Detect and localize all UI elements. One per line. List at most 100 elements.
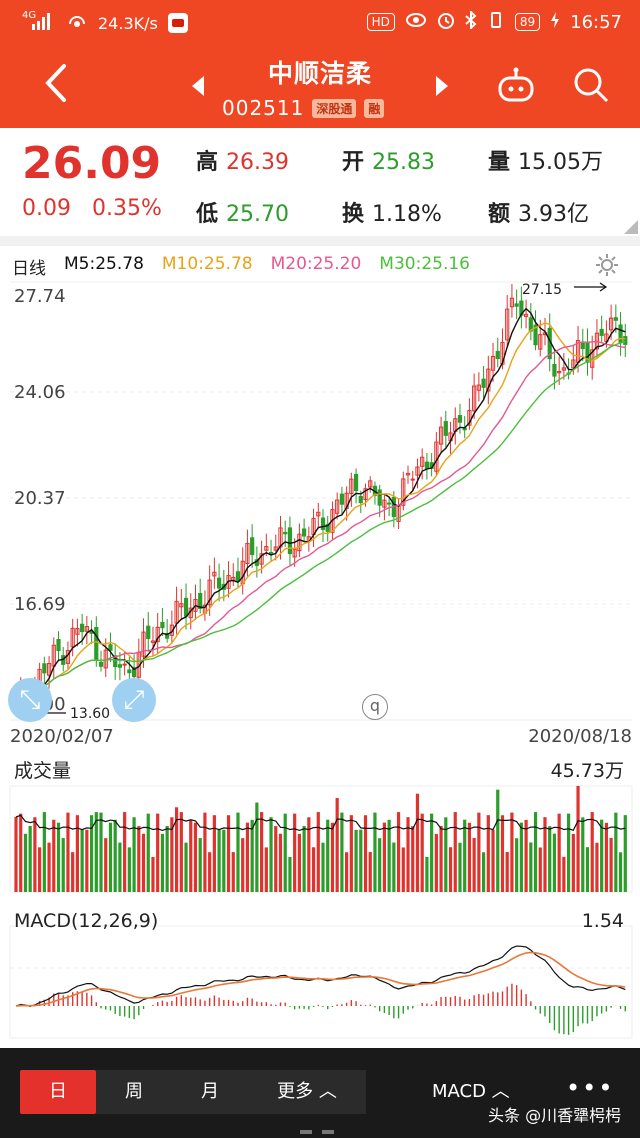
- low-label: 低: [196, 202, 219, 227]
- amount-value: 3.93亿: [518, 202, 590, 227]
- candle-body: [590, 349, 595, 368]
- zoom-in-button[interactable]: ⤢: [112, 678, 156, 722]
- previous-stock-button[interactable]: [186, 72, 210, 100]
- volume-bar: [302, 825, 306, 892]
- network-type: 4G: [22, 10, 37, 21]
- candle-body: [216, 577, 222, 589]
- volume-bar: [604, 822, 608, 892]
- ma10-line: [15, 322, 626, 696]
- volume-bar: [425, 856, 429, 892]
- signal-icon: [22, 12, 56, 34]
- volume-bar: [179, 812, 183, 892]
- margin-badge: 融: [364, 98, 385, 118]
- candle-body: [580, 342, 585, 350]
- price-markers: [28, 282, 608, 718]
- volume-bar: [283, 813, 287, 892]
- volume-bar: [524, 819, 528, 892]
- volume-bar: [420, 813, 424, 892]
- vibrate-icon: [487, 11, 505, 33]
- volume-item: 量 15.05万: [488, 144, 603, 176]
- candle-body: [235, 571, 241, 582]
- candle-body: [514, 303, 519, 307]
- candle-body: [183, 597, 189, 617]
- candle-body: [75, 627, 80, 635]
- candle-body: [207, 579, 212, 606]
- volume-bar: [226, 815, 231, 892]
- candle-body: [198, 593, 203, 609]
- volume-bar: [373, 812, 377, 892]
- candle-body: [98, 661, 104, 667]
- volume-bar: [241, 838, 245, 892]
- volume-bar: [127, 847, 131, 892]
- volume-bar: [491, 829, 495, 892]
- turnover-value: 1.18%: [372, 202, 442, 227]
- candle-body: [552, 364, 557, 377]
- assistant-button[interactable]: [494, 66, 538, 106]
- volume-bar: [198, 838, 202, 892]
- back-button[interactable]: [38, 60, 78, 106]
- zoom-out-button[interactable]: ⤡: [8, 678, 52, 722]
- candle-body: [561, 367, 566, 371]
- expand-corner-icon[interactable]: [624, 220, 638, 234]
- volume-bar: [434, 833, 438, 892]
- candle-body: [509, 297, 515, 308]
- chart-settings-button[interactable]: [594, 252, 620, 278]
- volume-bar: [245, 822, 250, 892]
- kline-chart[interactable]: [0, 246, 640, 1046]
- hd-badge: HD: [366, 13, 395, 31]
- volume-bar: [439, 825, 443, 892]
- ma-legend: 日线 M5:25.78 M10:25.78 M20:25.20 M30:25.1…: [12, 254, 470, 279]
- status-bar: 4G 24.3K/s HD 89 16:5: [0, 0, 640, 42]
- volume-bar: [264, 847, 268, 892]
- volume-bar: [71, 852, 75, 892]
- tab-more[interactable]: 更多 ︿: [248, 1070, 366, 1114]
- volume-bar: [590, 812, 594, 892]
- volume-title: 成交量: [14, 760, 72, 782]
- volume-bar: [557, 813, 561, 892]
- candle-body: [358, 495, 363, 504]
- volume-bar: [571, 833, 575, 892]
- volume-bar: [392, 842, 396, 892]
- volume-bar: [378, 838, 382, 892]
- indicator-switch[interactable]: MACD ︿: [432, 1081, 510, 1102]
- candle-body: [42, 663, 47, 674]
- volume-bar: [472, 837, 476, 892]
- volume-bar: [113, 819, 117, 892]
- volume-bar: [42, 812, 46, 892]
- top-header: 4G 24.3K/s HD 89 16:5: [0, 0, 640, 128]
- volume-bar: [595, 842, 599, 892]
- search-button[interactable]: [570, 64, 612, 106]
- candle-body: [179, 603, 184, 608]
- candle-body: [495, 350, 500, 360]
- open-value: 25.83: [372, 150, 435, 175]
- candle-body: [481, 378, 486, 388]
- volume-bar: [396, 812, 401, 892]
- tab-month[interactable]: 月: [172, 1070, 248, 1114]
- volume-bar: [477, 812, 481, 892]
- volume-bar: [66, 812, 70, 892]
- volume-bar: [585, 847, 590, 892]
- volume-bar: [401, 847, 405, 892]
- next-stock-button[interactable]: [430, 72, 454, 100]
- candle-body: [113, 655, 118, 668]
- volume-bar: [217, 829, 221, 892]
- collapse-icon: ⤡: [19, 685, 41, 715]
- candle-body: [467, 410, 472, 426]
- volume-bar: [463, 819, 467, 892]
- candle-body: [387, 502, 392, 505]
- candle-body: [443, 421, 448, 436]
- volume-bar: [519, 822, 523, 892]
- volume-bar: [151, 856, 155, 892]
- candle-body: [476, 384, 481, 391]
- volume-bar: [33, 817, 37, 892]
- query-button[interactable]: q: [362, 694, 388, 720]
- more-options-button[interactable]: •••: [566, 1074, 615, 1102]
- volume-bar: [382, 822, 386, 892]
- high-item: 高 26.39: [196, 144, 289, 176]
- candle-body: [363, 488, 368, 500]
- tab-week[interactable]: 周: [96, 1070, 172, 1114]
- watermark: 头条 @川香犟枵枵: [488, 1106, 622, 1125]
- candle-body: [146, 625, 151, 639]
- kline-panel: 日线 M5:25.78 M10:25.78 M20:25.20 M30:25.1…: [0, 246, 640, 746]
- tab-day[interactable]: 日: [20, 1070, 96, 1114]
